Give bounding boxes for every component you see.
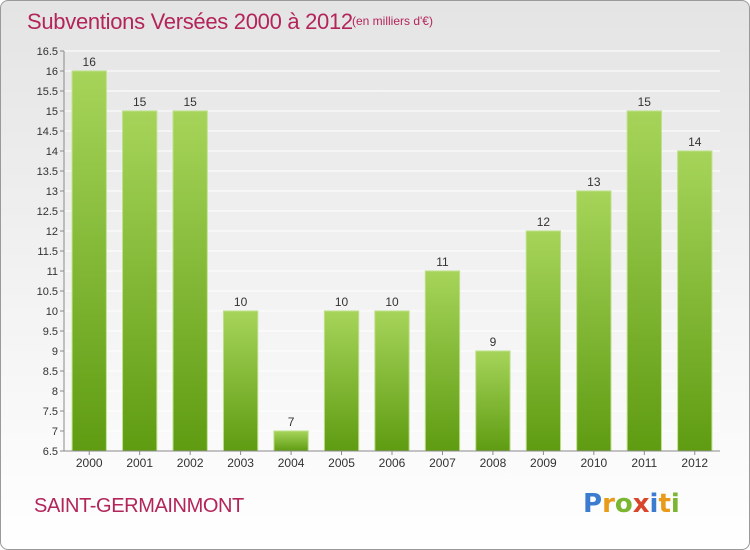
data-label-2007: 11 xyxy=(436,255,449,269)
bar-2010 xyxy=(576,190,612,452)
x-tick-label: 2001 xyxy=(126,456,153,470)
y-tick-label: 16 xyxy=(46,66,58,78)
x-tick-label: 2006 xyxy=(379,456,406,470)
x-tick-label: 2000 xyxy=(76,456,103,470)
x-tick-label: 2008 xyxy=(480,456,507,470)
y-tick-label: 16.5 xyxy=(37,46,58,58)
y-tick-label: 13.5 xyxy=(37,166,58,178)
bar-2006 xyxy=(374,310,410,452)
data-label-2011: 15 xyxy=(638,95,652,109)
y-tick-label: 10 xyxy=(46,306,58,318)
data-label-2003: 10 xyxy=(234,295,248,309)
bar-2004 xyxy=(273,430,309,452)
y-tick-label: 12 xyxy=(46,226,58,238)
bar-2009 xyxy=(525,230,562,452)
bar-2003 xyxy=(222,310,259,452)
data-label-2006: 10 xyxy=(385,295,399,309)
data-label-2002: 15 xyxy=(183,95,197,109)
bar-2011 xyxy=(626,110,662,452)
bar-2005 xyxy=(323,310,360,452)
x-tick-label: 2005 xyxy=(328,456,355,470)
y-tick-label: 7.5 xyxy=(43,406,58,418)
y-tick-label: 11.5 xyxy=(37,246,58,258)
x-tick-label: 2002 xyxy=(177,456,204,470)
y-tick-label: 12.5 xyxy=(37,206,58,218)
y-tick-label: 9 xyxy=(52,346,58,358)
x-tick-label: 2012 xyxy=(681,456,708,470)
x-tick-label: 2010 xyxy=(580,456,607,470)
data-label-2012: 14 xyxy=(688,135,702,149)
y-tick-label: 9.5 xyxy=(43,326,58,338)
data-label-2010: 13 xyxy=(587,175,601,189)
bar-2000 xyxy=(71,70,107,452)
bar-2008 xyxy=(475,350,511,452)
x-tick-label: 2007 xyxy=(429,456,456,470)
bar-2012 xyxy=(677,150,713,452)
data-label-2000: 16 xyxy=(83,55,97,69)
x-tick-label: 2009 xyxy=(530,456,557,470)
data-label-2009: 12 xyxy=(537,215,551,229)
data-label-2001: 15 xyxy=(133,95,147,109)
y-tick-label: 15 xyxy=(46,106,58,118)
bar-2001 xyxy=(122,110,158,452)
y-tick-label: 15.5 xyxy=(37,86,58,98)
bar-2007 xyxy=(424,270,461,452)
y-tick-label: 8.5 xyxy=(43,366,58,378)
y-tick-label: 6.5 xyxy=(43,446,58,458)
x-tick-label: 2004 xyxy=(278,456,305,470)
bar-2002 xyxy=(172,110,208,452)
chart-title: Subventions Versées 2000 à 2012 xyxy=(27,9,353,34)
data-label-2008: 9 xyxy=(490,335,497,349)
commune-name: SAINT-GERMAINMONT xyxy=(34,495,244,517)
y-tick-label: 14.5 xyxy=(37,126,58,138)
x-tick-label: 2011 xyxy=(631,456,657,470)
y-tick-label: 7 xyxy=(52,426,58,438)
y-tick-label: 10.5 xyxy=(37,286,58,298)
proxiti-logo: Proxiti xyxy=(583,489,680,519)
y-tick-label: 8 xyxy=(52,386,58,398)
chart-unit: (en milliers d'€) xyxy=(352,14,433,28)
y-tick-label: 11 xyxy=(47,266,58,278)
y-tick-label: 14 xyxy=(46,146,58,158)
data-label-2005: 10 xyxy=(335,295,349,309)
data-label-2004: 7 xyxy=(288,415,295,429)
y-tick-label: 13 xyxy=(46,186,58,198)
x-tick-label: 2003 xyxy=(227,456,254,470)
